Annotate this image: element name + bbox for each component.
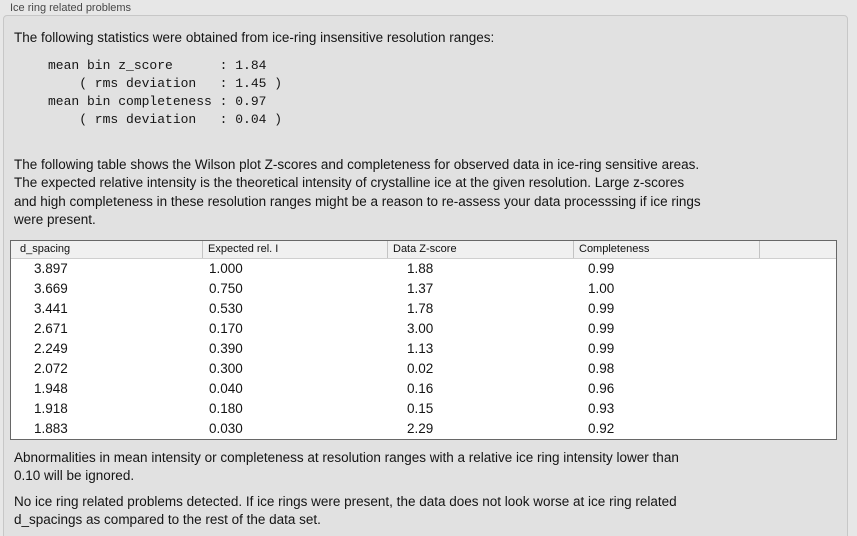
cell-expected-rel-i: 0.180	[209, 401, 243, 416]
table-row[interactable]: 2.671 0.170 3.00 0.99	[11, 319, 836, 339]
cell-completeness: 0.96	[588, 381, 615, 396]
cell-completeness: 0.93	[588, 401, 615, 416]
cell-d-spacing: 3.669	[34, 281, 68, 296]
cell-d-spacing: 2.249	[34, 341, 68, 356]
column-header-completeness[interactable]: Completeness	[574, 241, 760, 258]
cell-d-spacing: 2.072	[34, 361, 68, 376]
table-header-row: d_spacing Expected rel. I Data Z-score C…	[11, 241, 836, 259]
cell-completeness: 1.00	[588, 281, 615, 296]
cell-completeness: 0.99	[588, 341, 615, 356]
description-text: The following table shows the Wilson plo…	[14, 157, 701, 227]
table-row[interactable]: 1.948 0.040 0.16 0.96	[11, 379, 836, 399]
table-row[interactable]: 2.072 0.300 0.02 0.98	[11, 359, 836, 379]
cell-expected-rel-i: 0.530	[209, 301, 243, 316]
cell-d-spacing: 1.918	[34, 401, 68, 416]
cell-completeness: 0.92	[588, 421, 615, 436]
table-row[interactable]: 1.918 0.180 0.15 0.93	[11, 399, 836, 419]
cell-expected-rel-i: 0.390	[209, 341, 243, 356]
table-row[interactable]: 3.897 1.000 1.88 0.99	[11, 259, 836, 279]
cell-d-spacing: 2.671	[34, 321, 68, 336]
ice-ring-table: d_spacing Expected rel. I Data Z-score C…	[10, 240, 837, 440]
column-header-d-spacing[interactable]: d_spacing	[11, 241, 203, 258]
cell-data-z-score: 0.15	[407, 401, 434, 416]
cell-d-spacing: 3.441	[34, 301, 68, 316]
conclusion-note: No ice ring related problems detected. I…	[14, 494, 677, 527]
cell-data-z-score: 1.88	[407, 261, 434, 276]
cell-completeness: 0.99	[588, 301, 615, 316]
table-row[interactable]: 3.441 0.530 1.78 0.99	[11, 299, 836, 319]
table-row[interactable]: 3.669 0.750 1.37 1.00	[11, 279, 836, 299]
ice-ring-group-box: The following statistics were obtained f…	[3, 15, 848, 536]
table-row[interactable]: 2.249 0.390 1.13 0.99	[11, 339, 836, 359]
cell-data-z-score: 3.00	[407, 321, 434, 336]
cell-d-spacing: 3.897	[34, 261, 68, 276]
cell-data-z-score: 1.78	[407, 301, 434, 316]
cell-data-z-score: 1.37	[407, 281, 434, 296]
cell-completeness: 0.99	[588, 261, 615, 276]
cell-completeness: 0.98	[588, 361, 615, 376]
cell-data-z-score: 1.13	[407, 341, 434, 356]
table-row[interactable]: 1.883 0.030 2.29 0.92	[11, 419, 836, 439]
ignore-threshold-note: Abnormalities in mean intensity or compl…	[14, 450, 679, 483]
cell-data-z-score: 2.29	[407, 421, 434, 436]
column-header-expected-rel-i[interactable]: Expected rel. I	[203, 241, 388, 258]
stats-block: mean bin z_score : 1.84 ( rms deviation …	[48, 58, 283, 127]
intro-text: The following statistics were obtained f…	[14, 30, 495, 45]
cell-expected-rel-i: 1.000	[209, 261, 243, 276]
column-header-data-z-score[interactable]: Data Z-score	[388, 241, 574, 258]
cell-data-z-score: 0.16	[407, 381, 434, 396]
cell-completeness: 0.99	[588, 321, 615, 336]
cell-expected-rel-i: 0.750	[209, 281, 243, 296]
column-header-empty	[760, 241, 836, 258]
cell-d-spacing: 1.883	[34, 421, 68, 436]
cell-expected-rel-i: 0.170	[209, 321, 243, 336]
cell-expected-rel-i: 0.040	[209, 381, 243, 396]
cell-d-spacing: 1.948	[34, 381, 68, 396]
cell-data-z-score: 0.02	[407, 361, 434, 376]
cell-expected-rel-i: 0.030	[209, 421, 243, 436]
cell-expected-rel-i: 0.300	[209, 361, 243, 376]
panel-title: Ice ring related problems	[10, 2, 132, 14]
